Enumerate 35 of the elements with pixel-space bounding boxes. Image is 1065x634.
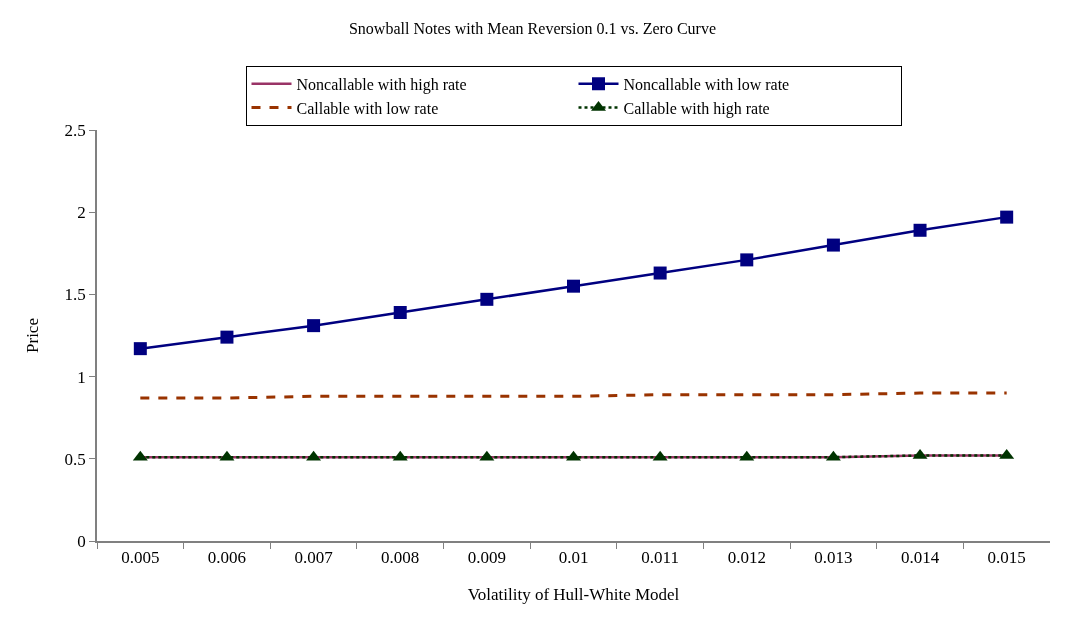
y-axis-title: Price: [22, 318, 42, 353]
x-tick-label: 0.013: [814, 548, 853, 568]
point: [567, 279, 580, 293]
x-axis-title: Volatility of Hull-White Model: [467, 585, 680, 605]
y-tick-label: 0: [77, 531, 86, 551]
x-tick-label: 0.012: [727, 548, 766, 568]
x-tick-label: 0.005: [121, 548, 160, 568]
y-tick-label: 2.5: [64, 120, 86, 140]
point: [220, 330, 234, 344]
point: [307, 319, 321, 333]
point: [393, 305, 407, 319]
point: [740, 253, 754, 267]
x-tick-label: 0.007: [294, 548, 334, 568]
x-tick-label: 0.011: [641, 548, 679, 568]
legend-label: Noncallable with low rate: [623, 76, 790, 94]
legend-label: Callable with high rate: [623, 99, 770, 118]
x-tick-label: 0.009: [467, 548, 506, 568]
x-tick-label: 0.015: [987, 548, 1026, 568]
point: [480, 292, 494, 306]
point: [133, 342, 147, 356]
chart-title: Snowball Notes with Mean Reversion 0.1 vs. Zero Curve: [348, 19, 717, 37]
legend-label: Noncallable with high rate: [296, 76, 467, 95]
x-tick-label: 0.014: [900, 548, 940, 568]
point: [826, 238, 840, 252]
x-tick-label: 0.006: [207, 548, 247, 568]
point: [913, 223, 927, 237]
point: [1000, 210, 1014, 224]
y-tick-label: 2: [77, 203, 86, 223]
y-tick-label: 0.5: [64, 449, 86, 469]
x-tick-label: 0.01: [558, 548, 589, 568]
legend-label: Callable with low rate: [296, 99, 439, 117]
point: [653, 266, 667, 280]
x-tick-label: 0.008: [381, 548, 420, 568]
y-tick-label: 1.5: [64, 285, 86, 305]
y-tick-label: 1: [77, 367, 86, 387]
